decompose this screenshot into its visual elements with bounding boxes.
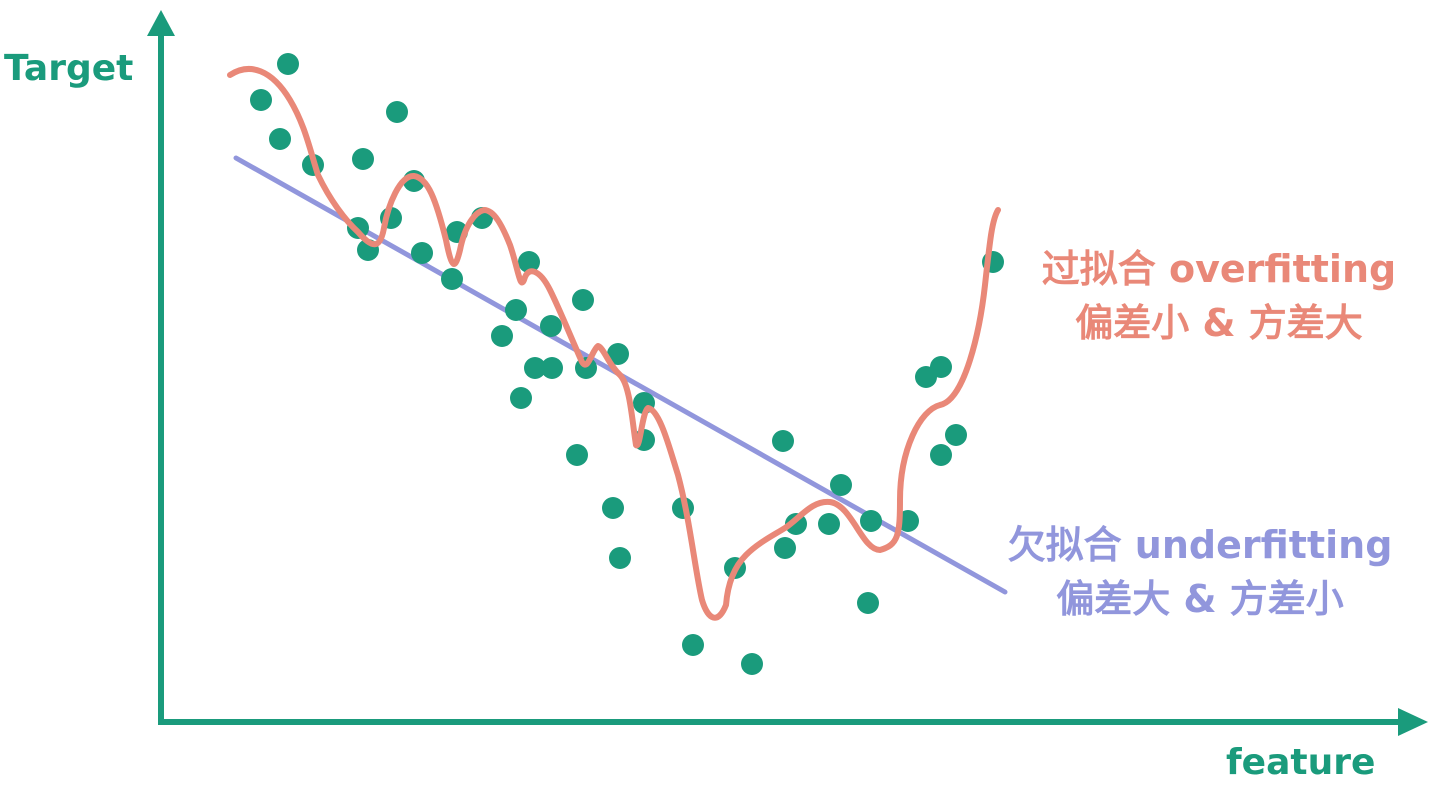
data-point: [250, 89, 272, 111]
data-point: [774, 537, 796, 559]
data-point: [386, 101, 408, 123]
data-point: [277, 53, 299, 75]
overfit-curve: [227, 66, 1001, 621]
data-point: [930, 444, 952, 466]
data-point: [602, 497, 624, 519]
data-point: [505, 299, 527, 321]
x-axis-label: feature: [1226, 742, 1375, 783]
data-point: [518, 251, 540, 273]
underfit-label-line1: 欠拟合 underfitting: [1007, 523, 1393, 567]
data-point: [269, 128, 291, 150]
x-axis-arrow: [1398, 708, 1428, 736]
overfit-label-line1: 过拟合 overfitting: [1041, 247, 1397, 291]
data-point: [945, 424, 967, 446]
data-points: [250, 53, 1004, 675]
data-point: [930, 356, 952, 378]
data-point: [857, 592, 879, 614]
y-axis-label: Target: [4, 48, 133, 89]
data-point: [411, 242, 433, 264]
overfit-label-line2: 偏差小 & 方差大: [1075, 301, 1363, 345]
data-point: [830, 474, 852, 496]
underfit-label-line2: 偏差大 & 方差小: [1056, 577, 1344, 621]
y-axis-arrow: [147, 10, 175, 36]
data-point: [352, 148, 374, 170]
data-point: [524, 357, 546, 379]
data-point: [441, 268, 463, 290]
data-point: [772, 430, 794, 452]
axes: Target feature: [4, 10, 1428, 783]
data-point: [572, 289, 594, 311]
data-point: [818, 513, 840, 535]
data-point: [860, 510, 882, 532]
data-point: [741, 653, 763, 675]
data-point: [510, 387, 532, 409]
data-point: [607, 343, 629, 365]
data-point: [540, 315, 562, 337]
data-point: [682, 634, 704, 656]
data-point: [566, 444, 588, 466]
data-point: [491, 325, 513, 347]
data-point: [785, 513, 807, 535]
data-point: [609, 547, 631, 569]
overfit-label: 过拟合 overfitting 偏差小 & 方差大: [1012, 242, 1426, 350]
underfit-label: 欠拟合 underfitting 偏差大 & 方差小: [980, 518, 1420, 626]
data-point: [541, 357, 563, 379]
